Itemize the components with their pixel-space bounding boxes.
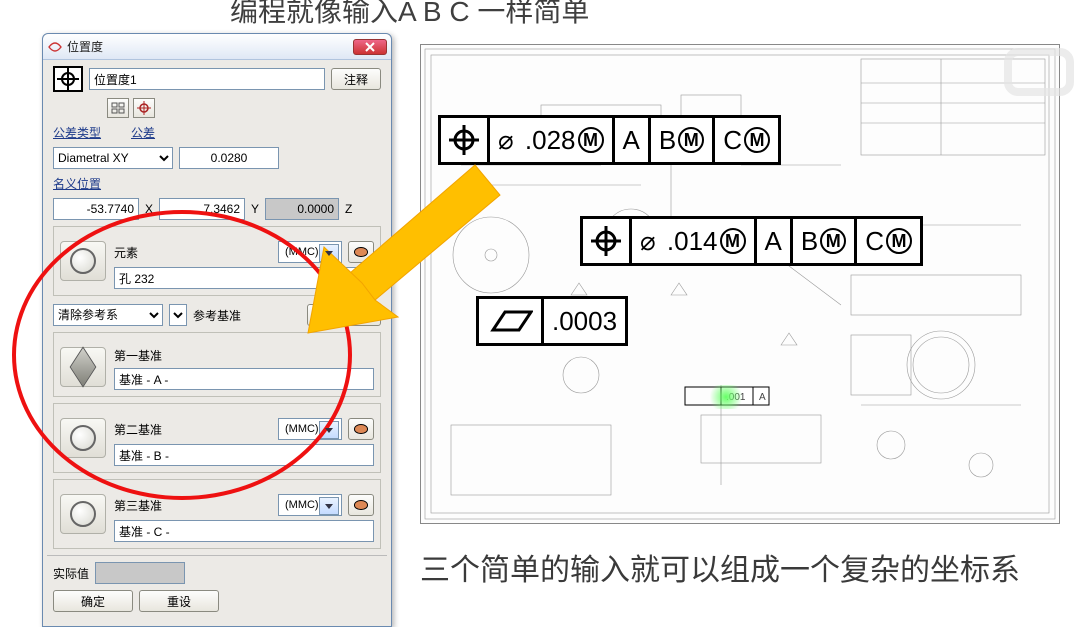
datum3-section: 第三基准 (MMC)	[53, 479, 381, 549]
nom-z-suffix: Z	[345, 202, 352, 216]
actual-label: 实际值	[53, 565, 89, 582]
fcf1-c: CM	[715, 118, 778, 162]
nom-x-suffix: X	[145, 202, 153, 216]
fcf1-a: A	[615, 118, 651, 162]
toggle-target-icon[interactable]	[133, 98, 155, 118]
tol-type-label: 公差类型	[53, 124, 101, 141]
fcf-1: .028M A BM CM	[438, 115, 781, 165]
datum2-icon[interactable]	[60, 418, 106, 458]
fcf1-b: BM	[651, 118, 715, 162]
ref-datum-label: 参考基准	[193, 307, 241, 324]
datum1-label: 第一基准	[114, 347, 374, 364]
tol-label: 公差	[131, 124, 155, 141]
toggle-grid-icon[interactable]	[107, 98, 129, 118]
page-top-caption: 编程就像输入A B C 一样简单	[230, 0, 589, 30]
fcf-3: .0003	[476, 296, 628, 346]
fcf3-tol: .0003	[544, 299, 625, 343]
nom-y-suffix: Y	[251, 202, 259, 216]
datum2-mmc-select[interactable]: (MMC)	[278, 418, 342, 440]
dialog-title: 位置度	[67, 38, 353, 55]
fcf2-c: CM	[857, 219, 920, 263]
annotate-button[interactable]: 注释	[331, 68, 381, 90]
datum1-input[interactable]	[114, 368, 374, 390]
datum3-mmc-select[interactable]: (MMC)	[278, 494, 342, 516]
feature-input[interactable]	[114, 267, 374, 289]
fcf2-tol: .014M	[632, 219, 757, 263]
fcf1-tol: .028M	[490, 118, 615, 162]
feature-color-button[interactable]	[348, 241, 374, 263]
feature-section: 元素 (MMC)	[53, 226, 381, 296]
tol-type-select[interactable]: Diametral XY	[53, 147, 173, 169]
actual-value	[95, 562, 185, 584]
fcf2-symbol	[583, 219, 632, 263]
divider	[47, 555, 387, 556]
fcf2-a: A	[757, 219, 793, 263]
fcf-2: .014M A BM CM	[580, 216, 923, 266]
ref-aux-select[interactable]	[169, 304, 187, 326]
nom-x-input[interactable]	[53, 198, 139, 220]
datum2-section: 第二基准 (MMC)	[53, 403, 381, 473]
datum1-icon[interactable]	[60, 347, 106, 387]
fcf2-b: BM	[793, 219, 857, 263]
watermark-icon	[1004, 48, 1074, 96]
titlebar: 位置度	[43, 34, 391, 60]
nom-z-input[interactable]	[265, 198, 339, 220]
datum3-label: 第三基准	[114, 497, 272, 514]
fcf3-symbol	[479, 299, 544, 343]
svg-text:A: A	[759, 392, 766, 403]
feature-label: 元素	[114, 244, 272, 261]
datum3-color-button[interactable]	[348, 494, 374, 516]
close-button[interactable]	[353, 39, 387, 55]
position-dialog: 位置度 注释 公差类型 公差 Di	[42, 33, 392, 627]
tolerance-input[interactable]	[179, 147, 279, 169]
page-bottom-caption: 三个简单的输入就可以组成一个复杂的坐标系	[420, 545, 1020, 589]
clear-ref-select[interactable]: 清除参考系	[53, 304, 163, 326]
app-icon	[47, 40, 63, 54]
highlight-spot	[706, 385, 746, 409]
datum2-input[interactable]	[114, 444, 374, 466]
feature-mmc-select[interactable]: (MMC)	[278, 241, 342, 263]
fcf1-symbol	[441, 118, 490, 162]
transform-button[interactable]: 坐标变换	[307, 304, 381, 326]
datum3-input[interactable]	[114, 520, 374, 542]
feature-icon[interactable]	[60, 241, 106, 281]
datum1-section: 第一基准	[53, 332, 381, 397]
datum2-color-button[interactable]	[348, 418, 374, 440]
datum2-label: 第二基准	[114, 421, 272, 438]
nominal-label: 名义位置	[53, 175, 101, 192]
name-input[interactable]	[89, 68, 325, 90]
datum3-icon[interactable]	[60, 494, 106, 534]
true-position-symbol	[53, 66, 83, 92]
nom-y-input[interactable]	[159, 198, 245, 220]
